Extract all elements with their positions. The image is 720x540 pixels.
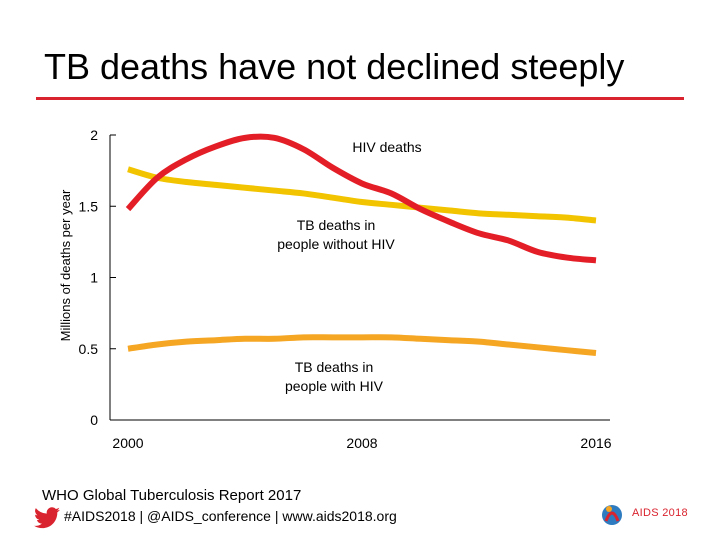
y-tick-label: 2 [90,127,98,143]
y-tick-label: 1 [90,270,98,286]
series-line-tb-without-hiv [127,166,597,224]
chart-axes: 0 0.5 1 1.5 2 2000 2008 2016 Millions of deaths … [58,127,612,451]
y-tick-label: 0 [90,412,98,428]
series-line-tb-with-hiv [127,334,597,357]
twitter-bird-icon [34,507,60,529]
y-tick-label: 0.5 [79,341,99,357]
source-note: WHO Global Tuberculosis Report 2017 [42,487,302,504]
social-handles: #AIDS2018 | @AIDS_conference | www.aids2… [64,508,397,524]
series-line-hiv-deaths [125,133,597,264]
slide-title: TB deaths have not declined steeply [44,46,625,87]
logo-wordmark: AIDS 2018 [632,507,688,519]
chart-series [125,133,597,357]
aids-2018-logo [602,505,622,525]
label-tb-without-hiv: TB deaths in people without HIV [277,217,395,252]
x-tick-label: 2016 [580,435,611,451]
chart-annotations: HIV deaths TB deaths in people without HIV… [277,139,421,394]
x-tick-label: 2000 [112,435,143,451]
label-tb-with-hiv: TB deaths in people with HIV [285,359,384,394]
y-tick-label: 1.5 [79,198,99,214]
x-tick-label: 2008 [346,435,377,451]
title-divider [36,97,684,100]
label-hiv-deaths: HIV deaths [352,139,421,155]
y-axis-title: Millions of deaths per year [58,189,73,341]
